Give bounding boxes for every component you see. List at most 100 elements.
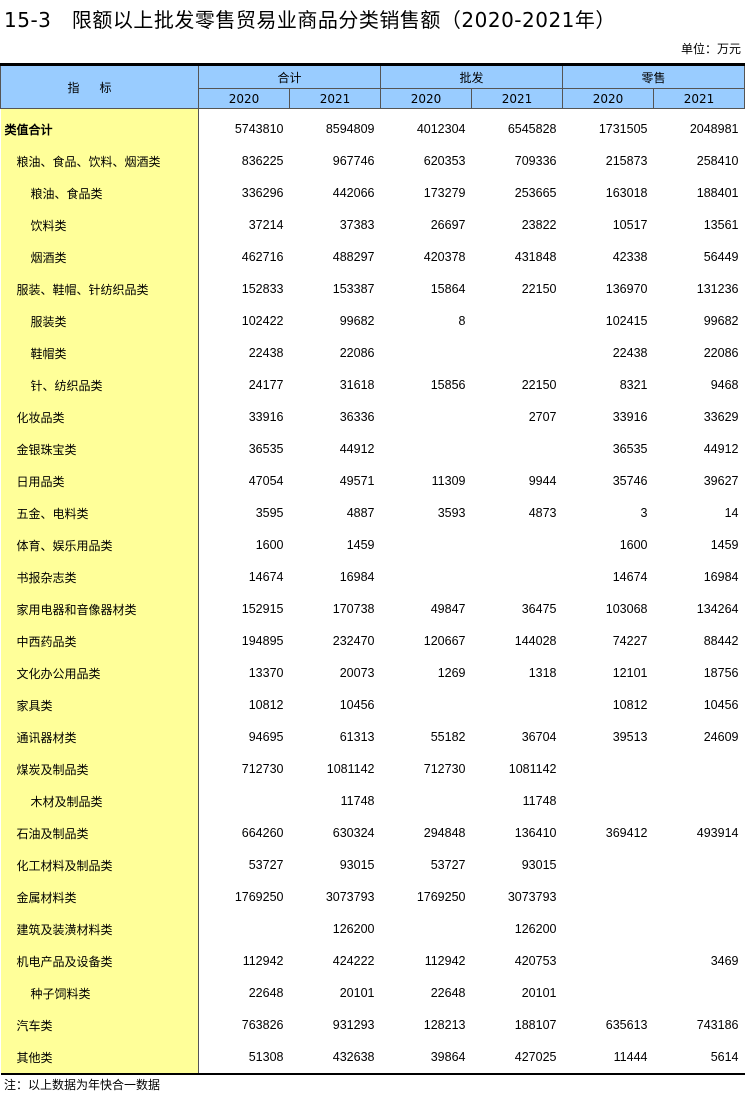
value-cell — [563, 945, 654, 977]
table-row: 粮油、食品类 336296 442066 173279 253665 163018 1884… — [0, 177, 745, 209]
value-cell: 420753 — [514, 954, 557, 968]
table-row: 建筑及装潢材料类 126200 126200 — [0, 913, 745, 945]
value-cell: 61313 — [339, 730, 375, 744]
value-cell: 194895 — [241, 634, 284, 648]
table-row: 化工材料及制品类 53727 93015 53727 93015 — [0, 849, 745, 881]
row-label: 机电产品及设备类 — [0, 945, 199, 977]
row-label: 烟酒类 — [0, 241, 199, 273]
row-label: 针、纺织品类 — [0, 369, 199, 401]
value-cell: 39627 — [703, 474, 739, 488]
value-cell: 620353 — [423, 154, 466, 168]
row-label: 服装、鞋帽、针纺织品类 — [0, 273, 199, 305]
value-cell: 33916 — [612, 410, 648, 424]
value-cell: 112942 — [424, 954, 466, 968]
value-cell: 1600 — [255, 538, 284, 552]
table-row: 种子饲料类 22648 20101 22648 20101 — [0, 977, 745, 1009]
value-cell: 8 — [458, 314, 466, 328]
value-cell: 1459 — [346, 538, 375, 552]
value-cell: 967746 — [332, 154, 375, 168]
value-cell: 74227 — [612, 634, 648, 648]
value-cell: 93015 — [339, 858, 375, 872]
value-cell: 10456 — [339, 698, 375, 712]
value-cell: 3073793 — [325, 890, 375, 904]
group-header-total: 合计 — [198, 64, 381, 89]
table-row: 汽车类 763826 931293 128213 188107 635613 743186 — [0, 1009, 745, 1041]
value-cell — [381, 337, 472, 369]
table-body: 类值合计 5743810 8594809 4012304 6545828 1731505 2… — [0, 108, 745, 1074]
value-cell: 36535 — [612, 442, 648, 456]
value-cell: 22648 — [248, 986, 284, 1000]
table-row: 其他类 51308 432638 39864 427025 11444 5614 — [0, 1041, 745, 1074]
value-cell: 31618 — [339, 378, 375, 392]
value-cell — [199, 913, 290, 945]
value-cell: 763826 — [241, 1018, 284, 1032]
value-cell: 153387 — [332, 282, 375, 296]
table-row: 金属材料类 1769250 3073793 1769250 3073793 — [0, 881, 745, 913]
value-cell: 709336 — [514, 154, 557, 168]
page-title: 15-3 限额以上批发零售贸易业商品分类销售额（2020-2021年） — [4, 8, 616, 32]
value-cell — [472, 689, 563, 721]
value-cell: 88442 — [703, 634, 739, 648]
value-cell: 56449 — [703, 250, 739, 264]
value-cell: 126200 — [332, 922, 375, 936]
value-cell — [472, 433, 563, 465]
value-cell: 431848 — [514, 250, 557, 264]
value-cell: 22086 — [339, 346, 375, 360]
value-cell: 152915 — [241, 602, 284, 616]
value-cell: 14 — [724, 506, 739, 520]
value-cell: 136970 — [605, 282, 648, 296]
table-row: 石油及制品类 664260 630324 294848 136410 369412 4939… — [0, 817, 745, 849]
value-cell: 931293 — [332, 1018, 375, 1032]
value-cell: 49571 — [339, 474, 375, 488]
row-label: 化妆品类 — [0, 401, 199, 433]
value-cell: 36535 — [248, 442, 284, 456]
value-cell: 20101 — [339, 986, 375, 1000]
row-label: 煤炭及制品类 — [0, 753, 199, 785]
value-cell: 36704 — [521, 730, 557, 744]
value-cell: 188401 — [696, 186, 739, 200]
row-label: 体育、娱乐用品类 — [0, 529, 199, 561]
row-label: 鞋帽类 — [0, 337, 199, 369]
value-cell: 1081142 — [508, 762, 557, 776]
row-label: 通讯器材类 — [0, 721, 199, 753]
value-cell: 39513 — [612, 730, 648, 744]
row-label: 石油及制品类 — [0, 817, 199, 849]
value-cell — [472, 337, 563, 369]
value-cell: 94695 — [248, 730, 284, 744]
value-cell: 6545828 — [507, 122, 557, 136]
table-row: 中西药品类 194895 232470 120667 144028 74227 88442 — [0, 625, 745, 657]
unit-label: 单位：万元 — [680, 42, 741, 56]
value-cell: 15856 — [430, 378, 466, 392]
value-cell: 18756 — [703, 666, 739, 680]
value-cell: 3073793 — [507, 890, 557, 904]
value-cell: 102422 — [241, 314, 284, 328]
value-cell: 20073 — [339, 666, 375, 680]
indicator-header: 指标 — [0, 64, 199, 109]
value-cell: 15864 — [430, 282, 466, 296]
value-cell — [381, 689, 472, 721]
row-label: 汽车类 — [0, 1009, 199, 1041]
row-label: 金银珠宝类 — [0, 433, 199, 465]
value-cell: 1769250 — [234, 890, 284, 904]
value-cell: 12101 — [612, 666, 648, 680]
value-cell — [381, 529, 472, 561]
table-row: 家用电器和音像器材类 152915 170738 49847 36475 103068 13… — [0, 593, 745, 625]
year-header: 2020 — [198, 88, 290, 109]
value-cell: 44912 — [703, 442, 739, 456]
value-cell — [199, 785, 290, 817]
value-cell — [381, 913, 472, 945]
value-cell: 173279 — [423, 186, 466, 200]
table-row: 服装、鞋帽、针纺织品类 152833 153387 15864 22150 136970 1… — [0, 273, 745, 305]
value-cell: 630324 — [332, 826, 375, 840]
value-cell: 232470 — [332, 634, 375, 648]
value-cell: 1769250 — [416, 890, 466, 904]
value-cell: 24609 — [703, 730, 739, 744]
value-cell — [472, 305, 563, 337]
table-row: 文化办公用品类 13370 20073 1269 1318 12101 18756 — [0, 657, 745, 689]
year-header: 2020 — [380, 88, 472, 109]
footnote: 注：以上数据为年快合一数据 — [4, 1078, 161, 1092]
value-cell: 36475 — [521, 602, 557, 616]
value-cell: 99682 — [339, 314, 375, 328]
value-cell: 1269 — [437, 666, 466, 680]
row-label: 种子饲料类 — [0, 977, 199, 1009]
